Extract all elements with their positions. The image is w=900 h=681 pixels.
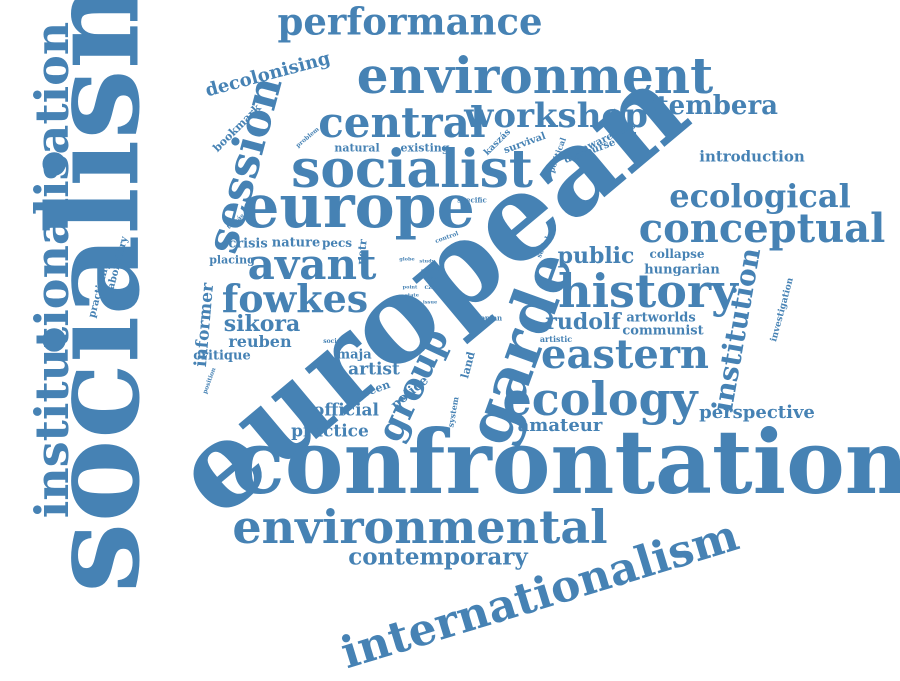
word-issue: issue xyxy=(422,299,438,306)
word-specific: specific xyxy=(457,195,487,205)
word-conceptual: conceptual xyxy=(638,205,886,252)
word-central: central xyxy=(318,98,486,147)
word-nature: nature xyxy=(271,235,321,251)
word-communist: communist xyxy=(622,323,704,339)
word-environment: environment xyxy=(356,46,714,105)
word-avant: avant xyxy=(247,240,377,289)
word-stembera: stembera xyxy=(642,91,778,121)
word-crisis: crisis xyxy=(228,236,268,252)
word-contemporary: contemporary xyxy=(348,543,528,571)
word-introduction: introduction xyxy=(699,147,805,166)
word-fowkes: fowkes xyxy=(221,276,369,321)
word-artistic: artistic xyxy=(539,334,573,344)
word-reuben: reuben xyxy=(228,332,292,351)
word-natural: natural xyxy=(334,141,380,155)
word-state: state xyxy=(405,292,419,299)
word-investigation: investigation xyxy=(769,276,796,343)
word-rudolf: rudolf xyxy=(545,309,621,335)
word-confrontation: confrontation xyxy=(231,410,900,514)
word-actual: actual xyxy=(424,275,442,282)
word-collapse: collapse xyxy=(649,247,705,261)
word-petr: petr xyxy=(354,238,370,266)
word-ecological: ecological xyxy=(669,177,851,215)
word-sikora: sikora xyxy=(223,311,301,337)
word-placing: placing xyxy=(209,253,255,267)
word-public: public xyxy=(557,243,635,269)
word-hungarian: hungarian xyxy=(644,262,720,278)
word-study: study xyxy=(419,258,435,265)
word-critique: critique xyxy=(193,348,251,364)
word-article: article xyxy=(420,267,440,274)
word-maja: maja xyxy=(336,347,372,363)
word-socialist: socialist xyxy=(291,139,533,200)
word-artworlds: artworlds xyxy=(626,310,696,326)
word-official: official xyxy=(312,400,380,421)
word-workshop: workshop xyxy=(464,96,648,136)
word-eastern: eastern xyxy=(541,331,709,378)
word-artist: artist xyxy=(348,359,400,380)
word-society: society xyxy=(323,338,347,345)
word-utopian: utopian xyxy=(471,313,503,323)
word-environmental: environmental xyxy=(232,500,608,554)
word-perspective: perspective xyxy=(699,402,815,423)
word-globe: globe xyxy=(399,256,415,263)
word-existing: existing xyxy=(400,141,450,155)
word-history: history xyxy=(558,264,738,318)
word-pecs: pecs xyxy=(321,236,353,250)
word-point: point xyxy=(402,284,418,291)
word-performance: performance xyxy=(277,0,543,44)
word-czech: czech xyxy=(424,284,444,291)
word-institutionalisation: institutionalisation xyxy=(25,21,79,519)
word-amateur: amateur xyxy=(517,415,603,436)
word-ecology: ecology xyxy=(502,372,698,426)
word-practice: practice xyxy=(291,421,369,442)
word-europe: europe xyxy=(241,172,475,242)
